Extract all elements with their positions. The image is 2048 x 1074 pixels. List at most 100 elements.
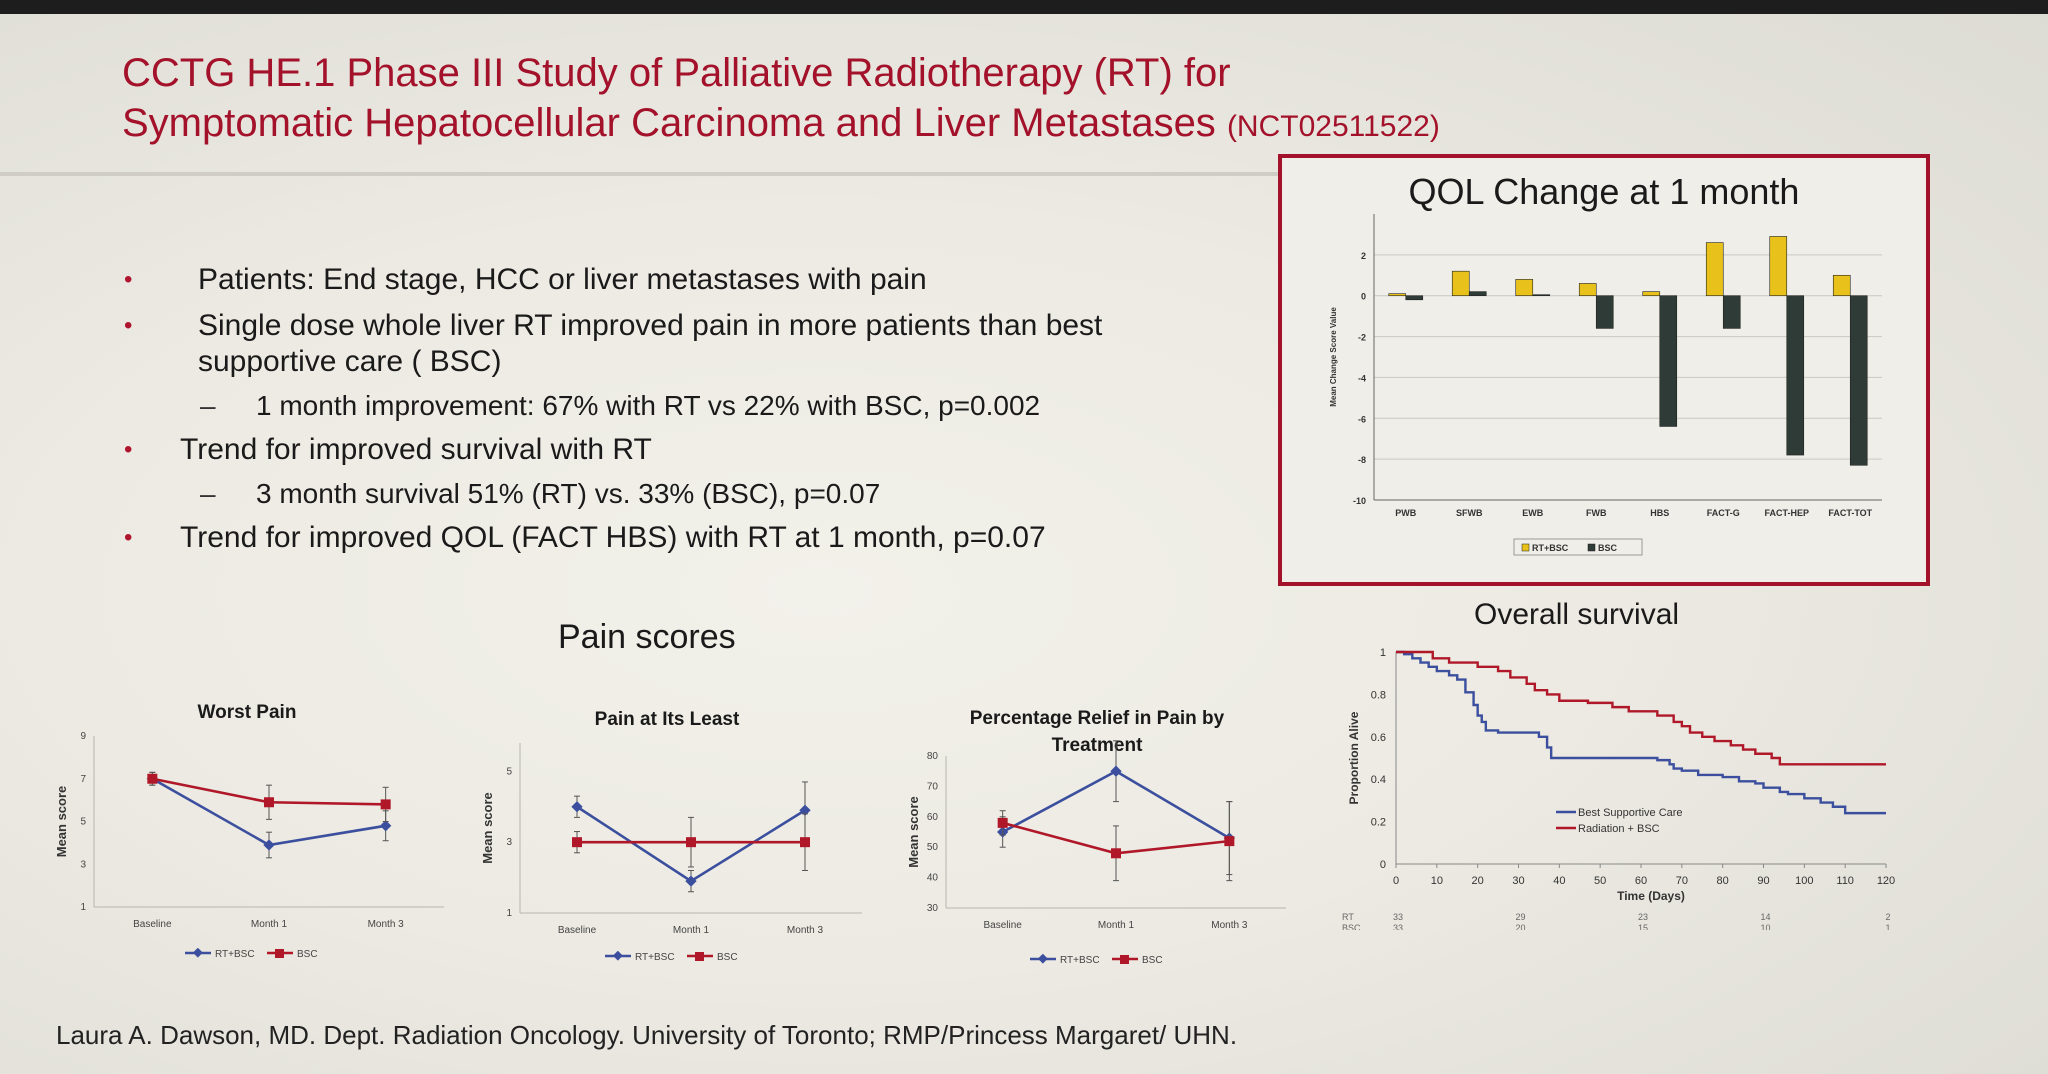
pain-legend-label: RT+BSC: [635, 952, 675, 963]
pain-legend-marker: [1037, 953, 1048, 964]
qol-legend-label: RT+BSC: [1532, 543, 1569, 553]
rt-survival-curve: [1396, 650, 1886, 766]
qol-bar-bsc: [1849, 295, 1868, 466]
pain-ytick-label: 60: [927, 812, 939, 823]
pain-chart-title: Worst Pain: [198, 702, 297, 723]
at-risk-count: 15: [1638, 923, 1648, 930]
os-xtick-label: 110: [1836, 875, 1854, 887]
os-xtick-label: 60: [1635, 875, 1647, 887]
os-xtick-label: 50: [1594, 875, 1606, 887]
pain-legend-label: BSC: [1142, 955, 1163, 966]
pain-legend-marker: [1120, 955, 1129, 964]
qol-ytick-label: -6: [1358, 414, 1366, 424]
title-line-1: CCTG HE.1 Phase III Study of Palliative …: [122, 51, 1231, 95]
os-legend-label: Radiation + BSC: [1578, 823, 1660, 835]
pain-chart-title: Treatment: [1052, 735, 1143, 756]
qol-ytick-label: -4: [1358, 373, 1366, 383]
os-xtick-label: 20: [1472, 875, 1484, 887]
qol-bar-rt-bsc: [1705, 242, 1724, 297]
overall-survival-chart: 00.20.40.60.810 10 20 30 40 50 60 70 80 90 100 110 1…: [1342, 647, 1895, 930]
qol-bar-bsc: [1786, 295, 1805, 456]
bsc-point: [686, 837, 696, 848]
qol-legend-label: BSC: [1598, 543, 1618, 553]
pain-category-label: Baseline: [558, 925, 597, 936]
os-section-title: Overall survival: [1474, 598, 1680, 631]
top-bezel: [0, 0, 2048, 14]
qol-ytick-label: -10: [1353, 496, 1366, 506]
os-legend-label: Best Supportive Care: [1578, 807, 1683, 819]
qol-ytick-label: -2: [1358, 333, 1366, 343]
os-ytick-label: 0.6: [1371, 732, 1386, 744]
at-risk-count: 14: [1760, 912, 1770, 922]
at-risk-count: 33: [1393, 912, 1403, 922]
bsc-point: [380, 799, 391, 810]
pain-legend-marker: [275, 949, 284, 958]
qol-category-label: FACT-HEP: [1764, 508, 1809, 518]
worst-pain-chart: Worst Pain 1 3 5 7 9 Mean score Baseline Month 1…: [54, 702, 444, 960]
bsc-survival-curve: [1396, 650, 1886, 815]
os-xtick-label: 100: [1795, 875, 1813, 887]
subbullet-3month: –3 month survival 51% (RT) vs. 33% (BSC)…: [200, 478, 881, 509]
pain-ytick-label: 1: [506, 908, 512, 919]
qol-category-label: FACT-TOT: [1828, 508, 1872, 518]
bullet-list: • Patients: End stage, HCC or liver metas…: [120, 262, 1102, 556]
os-xtick-label: 90: [1757, 875, 1769, 887]
os-y-axis-label: Proportion Alive: [1347, 711, 1361, 804]
os-xtick-label: 10: [1431, 875, 1443, 887]
pain-category-label: Baseline: [133, 919, 172, 930]
pain-chart-title: Percentage Relief in Pain by: [970, 708, 1225, 729]
os-ytick-label: 0.2: [1371, 817, 1386, 829]
pain-ytick-label: 50: [927, 842, 939, 853]
title-line-2: Symptomatic Hepatocellular Carcinoma and…: [122, 101, 1216, 145]
pain-least-chart: Pain at Its Least 1 3 5 Mean score Baseline Mo…: [480, 709, 862, 963]
at-risk-count: 20: [1515, 923, 1525, 930]
pain-category-label: Baseline: [983, 920, 1022, 931]
subbullet-improvement: –1 month improvement: 67% with RT vs 22%…: [200, 390, 1041, 421]
trial-id: (NCT02511522): [1226, 110, 1440, 143]
bsc-point: [572, 837, 582, 848]
pain-legend-label: BSC: [297, 949, 318, 960]
qol-bar-rt-bsc: [1642, 291, 1661, 297]
pain-legend-label: BSC: [717, 952, 738, 963]
os-ytick-label: 0: [1380, 859, 1386, 871]
qol-bar-bsc: [1722, 295, 1741, 329]
qol-bar-bsc: [1659, 295, 1678, 427]
pain-ytick-label: 5: [80, 817, 86, 828]
os-xtick-label: 40: [1553, 875, 1565, 887]
pain-y-axis-label: Mean score: [54, 786, 69, 858]
os-ytick-label: 0.4: [1371, 774, 1386, 786]
pain-section-title: Pain scores: [558, 618, 736, 656]
qol-ytick-label: -8: [1358, 455, 1366, 465]
bullet-patients: • Patients: End stage, HCC or liver metas…: [124, 263, 927, 296]
qol-category-label: PWB: [1395, 508, 1416, 518]
rt-bsc-point: [263, 839, 275, 851]
qol-category-label: EWB: [1522, 508, 1543, 518]
qol-bar-rt-bsc: [1832, 274, 1851, 297]
qol-category-label: FWB: [1586, 508, 1607, 518]
qol-category-label: FACT-G: [1707, 508, 1740, 518]
pain-ytick-label: 7: [80, 774, 86, 785]
qol-bar-bsc: [1595, 295, 1614, 329]
qol-bar-bsc: [1468, 291, 1487, 297]
os-xtick-label: 30: [1512, 875, 1524, 887]
qol-category-label: SFWB: [1456, 508, 1483, 518]
pain-chart-title: Pain at Its Least: [595, 709, 740, 730]
bsc-point: [147, 773, 158, 784]
qol-ytick-label: 2: [1361, 251, 1366, 261]
pain-legend-marker: [695, 952, 704, 961]
pain-y-axis-label: Mean score: [480, 792, 495, 864]
pain-category-label: Month 1: [1098, 920, 1135, 931]
pain-legend-label: RT+BSC: [215, 949, 255, 960]
pain-ytick-label: 70: [927, 781, 939, 792]
at-risk-row-label: RT: [1342, 912, 1354, 922]
qol-bar-rt-bsc: [1578, 283, 1597, 297]
qol-chart-title: QOL Change at 1 month: [1409, 171, 1800, 212]
at-risk-count: 29: [1515, 912, 1525, 922]
pain-category-label: Month 1: [673, 925, 710, 936]
at-risk-count: 2: [1885, 912, 1890, 922]
at-risk-count: 1: [1885, 923, 1890, 930]
qol-legend-swatch: [1521, 543, 1530, 552]
footer-credit: Laura A. Dawson, MD. Dept. Radiation Onc…: [56, 1020, 1238, 1050]
bullet-survival: • Trend for improved survival with RT: [124, 433, 652, 466]
pain-ytick-label: 5: [506, 766, 512, 777]
